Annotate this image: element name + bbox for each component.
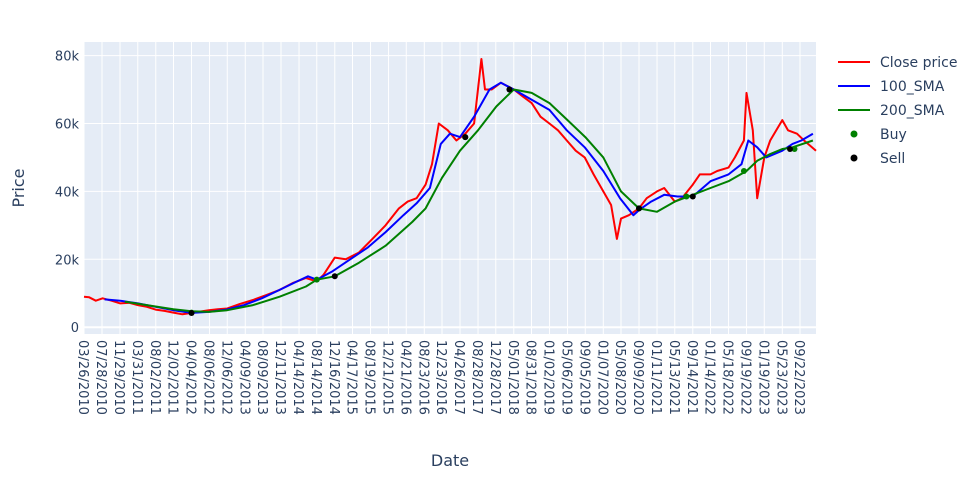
x-tick-label: 08/28/2017 — [469, 340, 484, 415]
series-layer — [83, 58, 817, 316]
legend-label: Close price — [880, 55, 957, 71]
x-tick-label: 01/11/2021 — [648, 340, 663, 415]
x-tick-label: 08/02/2011 — [147, 340, 162, 415]
x-tick-label: 03/31/2011 — [129, 340, 144, 415]
marker-sell — [188, 309, 195, 316]
legend[interactable]: Close price 100_SMA 200_SMA Buy Sell — [838, 55, 957, 167]
x-tick-label: 09/14/2021 — [684, 340, 699, 415]
grid-lines — [83, 42, 816, 334]
y-tick-label: 40k — [55, 185, 80, 200]
legend-swatch — [850, 130, 858, 138]
x-tick-label: 05/01/2018 — [505, 340, 520, 415]
marker-buy — [683, 193, 690, 200]
x-tick-label: 05/06/2019 — [559, 340, 574, 415]
y-tick-label: 80k — [55, 50, 80, 65]
marker-buy — [313, 276, 320, 283]
x-tick-label: 05/23/2023 — [773, 340, 788, 415]
legend-label: 100_SMA — [880, 79, 945, 95]
y-tick-label: 60k — [55, 117, 80, 132]
x-tick-label: 01/02/2019 — [541, 340, 556, 415]
x-tick-label: 04/26/2017 — [451, 340, 466, 415]
x-tick-label: 12/28/2017 — [487, 340, 502, 415]
x-tick-label: 12/06/2012 — [218, 340, 233, 415]
x-tick-label: 01/19/2023 — [755, 340, 770, 415]
x-tick-label: 08/19/2015 — [362, 340, 377, 415]
x-tick-label: 07/28/2010 — [93, 340, 108, 415]
y-tick-label: 0 — [71, 321, 79, 336]
x-tick-label: 08/09/2013 — [254, 340, 269, 415]
x-tick-label: 04/04/2012 — [183, 340, 198, 415]
legend-label: Sell — [880, 151, 905, 167]
marker-sell — [506, 86, 513, 93]
x-tick-label: 08/06/2012 — [201, 340, 216, 415]
x-tick-label: 04/21/2016 — [397, 340, 412, 415]
x-tick-label: 12/23/2016 — [433, 340, 448, 415]
x-tick-label: 09/22/2023 — [791, 340, 806, 415]
x-tick-label: 09/05/2019 — [576, 340, 591, 415]
x-tick-label: 09/09/2020 — [630, 340, 645, 415]
x-tick-label: 12/02/2011 — [165, 340, 180, 415]
legend-swatch — [850, 154, 858, 162]
legend-item-100-sma[interactable]: 100_SMA — [838, 79, 945, 95]
legend-item-close-price[interactable]: Close price — [838, 55, 957, 71]
x-tick-label: 08/31/2018 — [523, 340, 538, 415]
marker-buy — [791, 145, 798, 152]
axis-ticks: 03/26/2010 07/28/2010 11/29/2010 03/31/2011… — [55, 50, 806, 415]
legend-label: 200_SMA — [880, 103, 945, 119]
x-tick-label: 01/07/2020 — [594, 340, 609, 415]
y-tick-label: 20k — [55, 253, 80, 268]
marker-sell — [636, 205, 643, 212]
x-tick-label: 05/08/2020 — [612, 340, 627, 415]
marker-layer — [188, 86, 798, 316]
x-tick-label: 12/16/2014 — [326, 340, 341, 415]
x-tick-label: 09/19/2022 — [738, 340, 753, 415]
x-tick-label: 11/29/2010 — [111, 340, 126, 415]
series-line-200-sma — [124, 88, 814, 313]
x-tick-label: 04/14/2014 — [290, 340, 305, 415]
x-tick-label: 01/14/2022 — [702, 340, 717, 415]
legend-item-buy[interactable]: Buy — [850, 127, 907, 143]
x-tick-label: 04/09/2013 — [236, 340, 251, 415]
x-tick-label: 08/14/2014 — [308, 340, 323, 415]
x-tick-label: 12/21/2015 — [380, 340, 395, 415]
marker-sell — [786, 145, 793, 152]
x-tick-label: 05/18/2022 — [720, 340, 735, 415]
marker-sell — [331, 273, 338, 280]
legend-item-sell[interactable]: Sell — [850, 151, 906, 167]
y-axis-title: Price — [9, 168, 28, 207]
legend-label: Buy — [880, 127, 907, 143]
x-tick-label: 08/23/2016 — [415, 340, 430, 415]
legend-item-200-sma[interactable]: 200_SMA — [838, 103, 945, 119]
marker-sell — [462, 134, 469, 141]
series-line-100-sma — [104, 81, 814, 314]
x-tick-label: 03/26/2010 — [75, 340, 90, 415]
marker-sell — [689, 193, 696, 200]
x-axis-title: Date — [431, 451, 469, 470]
x-tick-label: 05/13/2021 — [666, 340, 681, 415]
marker-buy — [740, 168, 747, 175]
plot-background — [84, 42, 816, 334]
x-tick-label: 04/17/2015 — [344, 340, 359, 415]
x-tick-label: 12/11/2013 — [272, 340, 287, 415]
